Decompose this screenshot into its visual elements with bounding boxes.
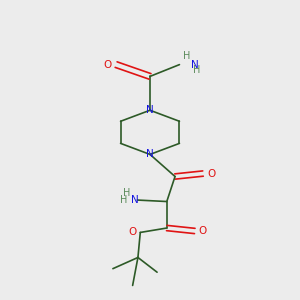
Text: H: H (194, 65, 201, 75)
Text: N: N (130, 195, 138, 205)
Text: H: H (183, 51, 190, 61)
Text: O: O (207, 169, 215, 178)
Text: H: H (119, 195, 127, 205)
Text: O: O (199, 226, 207, 236)
Text: N: N (146, 105, 154, 115)
Text: O: O (104, 60, 112, 70)
Text: O: O (128, 227, 136, 237)
Text: H: H (123, 188, 131, 198)
Text: N: N (146, 149, 154, 159)
Text: N: N (190, 60, 198, 70)
